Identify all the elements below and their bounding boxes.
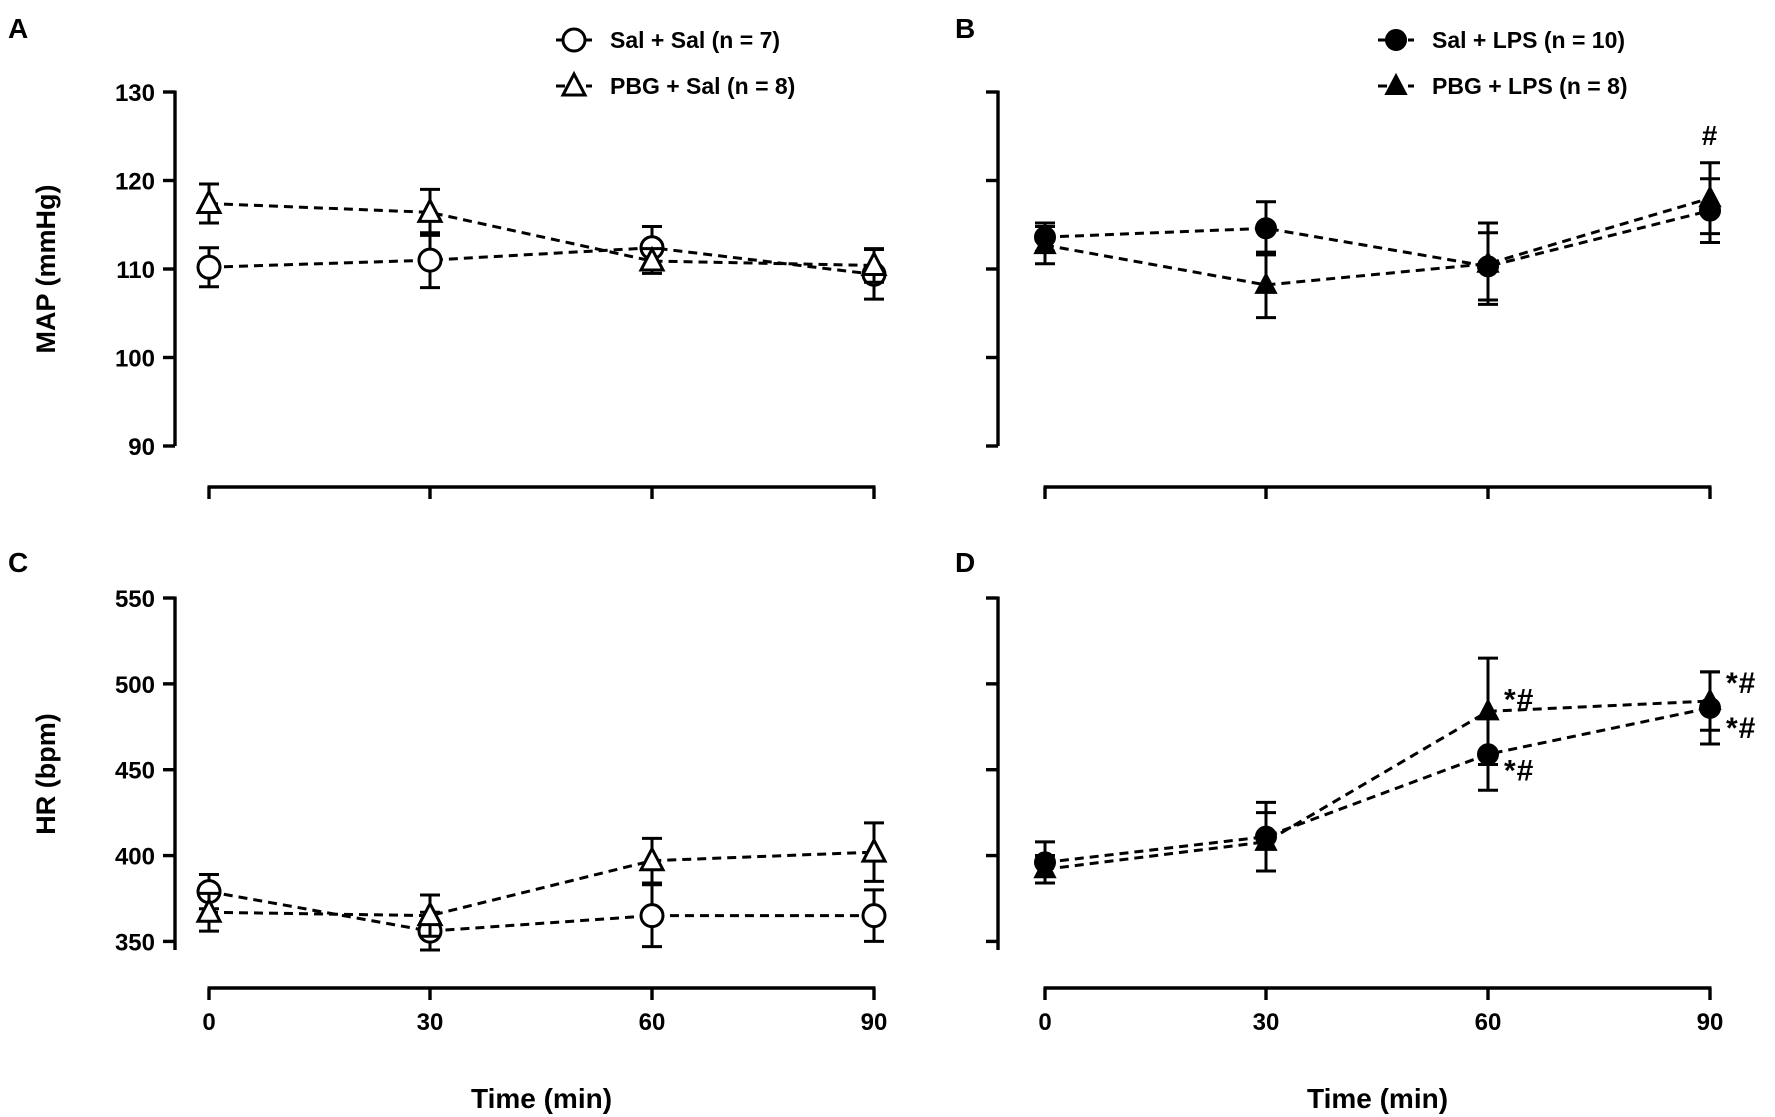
legend-label: PBG + Sal (n = 8): [610, 73, 795, 99]
panel-a: A 90 100 110 120 130 MAP (mmHg) Sal + Sal (n = …: [8, 13, 888, 499]
y-tick-label: 450: [115, 758, 155, 785]
legend-label: PBG + LPS (n = 8): [1432, 73, 1628, 99]
series-line: [1044, 706, 1711, 864]
legend-label: Sal + Sal (n = 7): [610, 27, 780, 53]
y-tick-label: 400: [115, 844, 155, 871]
y-tick-label: 100: [115, 346, 155, 373]
x-tick-label: 60: [1475, 1009, 1502, 1036]
open-triangle-marker: [416, 900, 444, 927]
series-1: [1033, 656, 1722, 885]
series-line: [1044, 209, 1711, 268]
series-line: [208, 246, 875, 276]
x-tick-label: 60: [639, 1009, 666, 1036]
filled-triangle-marker: [1384, 72, 1408, 95]
x-axis-label: Time (min): [471, 1083, 612, 1114]
open-triangle-marker: [860, 250, 888, 276]
y-tick-label: 550: [115, 586, 155, 613]
open-triangle-marker: [195, 896, 223, 923]
y-tick-label: 130: [115, 80, 155, 107]
open-circle-marker: [196, 254, 222, 280]
y-axis-label: MAP (mmHg): [31, 184, 61, 353]
series-0: [1034, 177, 1721, 302]
series-line: [208, 202, 875, 267]
panel-letter: B: [955, 13, 975, 44]
filled-triangle-marker: [1698, 185, 1722, 208]
significance-annotation: *#: [1504, 754, 1534, 787]
significance-annotation: *#: [1504, 683, 1534, 716]
y-tick-label: 90: [128, 434, 155, 461]
series-1: [195, 821, 888, 938]
panel-c: C 350 400 450 500 550 HR (bpm) 0 30 60 90 Time (min…: [8, 547, 888, 1114]
y-tick-label: 120: [115, 169, 155, 196]
panel-d: D 0 30 60 90 Time (min) *# *# *# *#: [955, 547, 1756, 1114]
x-tick-label: 90: [1697, 1009, 1724, 1036]
x-tick-label: 0: [202, 1009, 215, 1036]
y-tick-label: 500: [115, 672, 155, 699]
filled-triangle-marker: [1254, 271, 1278, 294]
significance-annotation: #: [1702, 120, 1719, 151]
significance-annotation: *#: [1726, 667, 1756, 700]
filled-triangle-marker: [1476, 250, 1500, 273]
panel-letter: A: [8, 13, 28, 44]
x-tick-label: 30: [1253, 1009, 1280, 1036]
filled-triangle-marker: [1033, 231, 1057, 255]
y-tick-label: 350: [115, 929, 155, 956]
open-circle-marker: [417, 247, 443, 273]
open-triangle-marker: [638, 845, 666, 872]
open-triangle-marker: [195, 188, 223, 215]
open-circle-marker: [861, 903, 887, 929]
open-triangle-marker: [416, 197, 444, 223]
filled-circle-marker: [1255, 217, 1277, 240]
panel-letter: C: [8, 547, 28, 578]
series-line: [208, 890, 874, 933]
open-triangle-marker: [638, 245, 666, 272]
filled-triangle-marker: [1698, 687, 1722, 711]
series-line: [1044, 699, 1711, 871]
series-1: [195, 182, 888, 284]
open-triangle-marker: [860, 836, 888, 863]
filled-circle-marker: [1385, 29, 1407, 51]
legend-label: Sal + LPS (n = 10): [1432, 27, 1625, 53]
open-circle-marker: [639, 903, 665, 929]
legend-entry: Sal + LPS (n = 10): [1378, 27, 1625, 53]
filled-triangle-marker: [1476, 698, 1500, 721]
significance-annotation: *#: [1726, 712, 1756, 745]
legend-entry: PBG + Sal (n = 8): [556, 70, 795, 99]
series-line: [208, 850, 875, 918]
legend-entry: PBG + LPS (n = 8): [1378, 72, 1628, 99]
panel-letter: D: [955, 547, 975, 578]
open-triangle-marker: [560, 70, 588, 97]
open-circle-marker: [561, 27, 587, 53]
y-tick-label: 110: [116, 257, 155, 284]
y-axis-label: HR (bpm): [31, 713, 61, 834]
filled-triangle-marker: [1254, 828, 1278, 851]
series-line: [1044, 196, 1711, 287]
panel-b: B Sal + LPS (n = 10) PBG + LPS (n = 8) #: [955, 13, 1722, 499]
series-0: [196, 872, 887, 952]
legend-entry: Sal + Sal (n = 7): [556, 27, 780, 53]
x-tick-label: 30: [417, 1009, 444, 1036]
filled-triangle-marker: [1033, 856, 1057, 879]
x-tick-label: 0: [1038, 1009, 1051, 1036]
series-1: [1033, 161, 1722, 320]
x-tick-label: 90: [861, 1009, 888, 1036]
x-axis-label: Time (min): [1307, 1083, 1448, 1114]
